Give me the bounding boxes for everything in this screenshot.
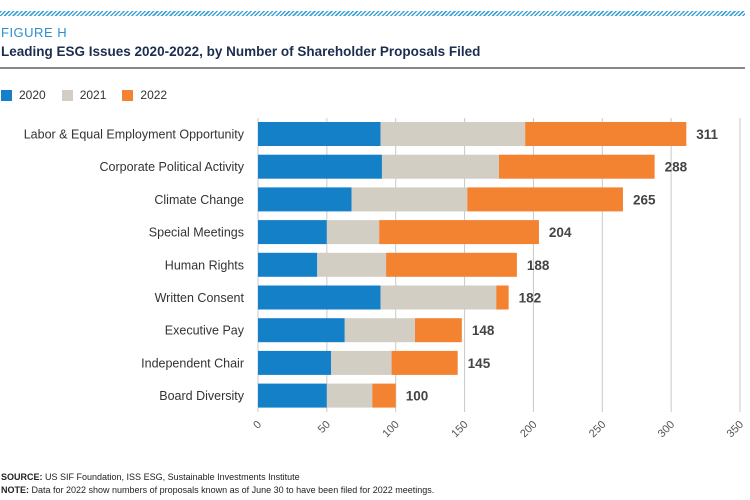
x-tick-label: 0 bbox=[251, 419, 264, 432]
bar-segment-2022 bbox=[414, 318, 462, 343]
category-label: Independent Chair bbox=[141, 356, 244, 370]
bar-segment-2020 bbox=[258, 187, 352, 212]
x-tick-label: 250 bbox=[587, 419, 608, 440]
category-label: Labor & Equal Employment Opportunity bbox=[24, 128, 245, 142]
bar-segment-2021 bbox=[330, 350, 392, 375]
bar-segment-2021 bbox=[351, 187, 468, 212]
legend-label: 2020 bbox=[19, 88, 46, 102]
bar-segment-2020 bbox=[258, 220, 327, 245]
legend-label: 2021 bbox=[79, 88, 107, 102]
note-label: NOTE: bbox=[1, 485, 29, 495]
bar-segment-2021 bbox=[344, 318, 415, 343]
category-label: Climate Change bbox=[154, 193, 244, 207]
x-tick-label: 200 bbox=[518, 419, 539, 440]
total-label: 148 bbox=[472, 323, 495, 338]
category-label: Executive Pay bbox=[165, 324, 245, 338]
data-note: NOTE: Data for 2022 show numbers of prop… bbox=[1, 485, 434, 495]
category-label: Written Consent bbox=[155, 291, 245, 305]
bar-segment-2022 bbox=[386, 252, 517, 277]
bar-segment-2020 bbox=[258, 122, 381, 146]
total-label: 145 bbox=[468, 356, 491, 371]
total-label: 311 bbox=[696, 127, 718, 142]
legend-item-2021: 2021 bbox=[61, 88, 107, 102]
bar-segment-2020 bbox=[258, 285, 381, 310]
legend-swatch bbox=[1, 89, 12, 101]
total-label: 182 bbox=[519, 291, 542, 306]
bar-segment-2022 bbox=[467, 187, 623, 212]
bar-segment-2022 bbox=[391, 350, 458, 375]
decorative-stripe bbox=[0, 11, 745, 16]
total-label: 188 bbox=[527, 258, 550, 273]
bar-segment-2021 bbox=[317, 252, 387, 277]
bar-segment-2020 bbox=[258, 252, 318, 277]
category-label: Special Meetings bbox=[149, 226, 244, 240]
note-text: Data for 2022 show numbers of proposals … bbox=[29, 485, 435, 495]
legend-item-2020: 2020 bbox=[1, 88, 46, 102]
total-label: 288 bbox=[665, 160, 688, 175]
bar-segment-2022 bbox=[496, 285, 509, 310]
total-label: 100 bbox=[406, 389, 429, 404]
bar-segment-2022 bbox=[525, 122, 687, 146]
total-label: 204 bbox=[549, 225, 572, 240]
category-label: Corporate Political Activity bbox=[99, 160, 244, 174]
bar-segment-2022 bbox=[372, 383, 396, 408]
bar-segment-2022 bbox=[379, 220, 539, 245]
bar-segment-2021 bbox=[380, 285, 497, 310]
bar-segment-2021 bbox=[326, 383, 373, 408]
total-label: 265 bbox=[633, 192, 656, 207]
x-tick-label: 100 bbox=[380, 419, 401, 440]
chart-title: Leading ESG Issues 2020-2022, by Number … bbox=[1, 44, 481, 59]
legend-swatch bbox=[122, 89, 134, 101]
x-tick-label: 350 bbox=[725, 419, 746, 440]
bar-segment-2021 bbox=[380, 122, 526, 146]
title-divider bbox=[0, 67, 745, 69]
bar-segment-2020 bbox=[258, 318, 345, 343]
bar-segment-2020 bbox=[258, 350, 331, 375]
x-tick-label: 150 bbox=[449, 419, 470, 440]
bar-segment-2021 bbox=[326, 220, 380, 245]
bar-segment-2021 bbox=[381, 154, 499, 179]
x-tick-label: 50 bbox=[316, 419, 333, 436]
source-note: SOURCE: US SIF Foundation, ISS ESG, Sust… bbox=[1, 472, 300, 482]
bar-segment-2022 bbox=[499, 154, 655, 179]
legend-swatch bbox=[61, 89, 73, 101]
x-tick-label: 300 bbox=[656, 419, 677, 440]
legend-item-2022: 2022 bbox=[122, 88, 167, 102]
category-label: Board Diversity bbox=[159, 389, 244, 403]
legend: 2020 2021 2022 bbox=[1, 88, 167, 102]
legend-label: 2022 bbox=[140, 88, 168, 102]
source-label: SOURCE: bbox=[1, 472, 43, 482]
bar-segment-2020 bbox=[258, 154, 382, 179]
figure-label: FIGURE H bbox=[1, 25, 68, 40]
source-text: US SIF Foundation, ISS ESG, Sustainable … bbox=[42, 472, 300, 482]
bar-segment-2020 bbox=[258, 383, 327, 408]
category-label: Human Rights bbox=[165, 258, 244, 272]
bar-chart: 0 50 100 150 200 250 300 350 Labor & Equal Emplo… bbox=[24, 118, 746, 440]
